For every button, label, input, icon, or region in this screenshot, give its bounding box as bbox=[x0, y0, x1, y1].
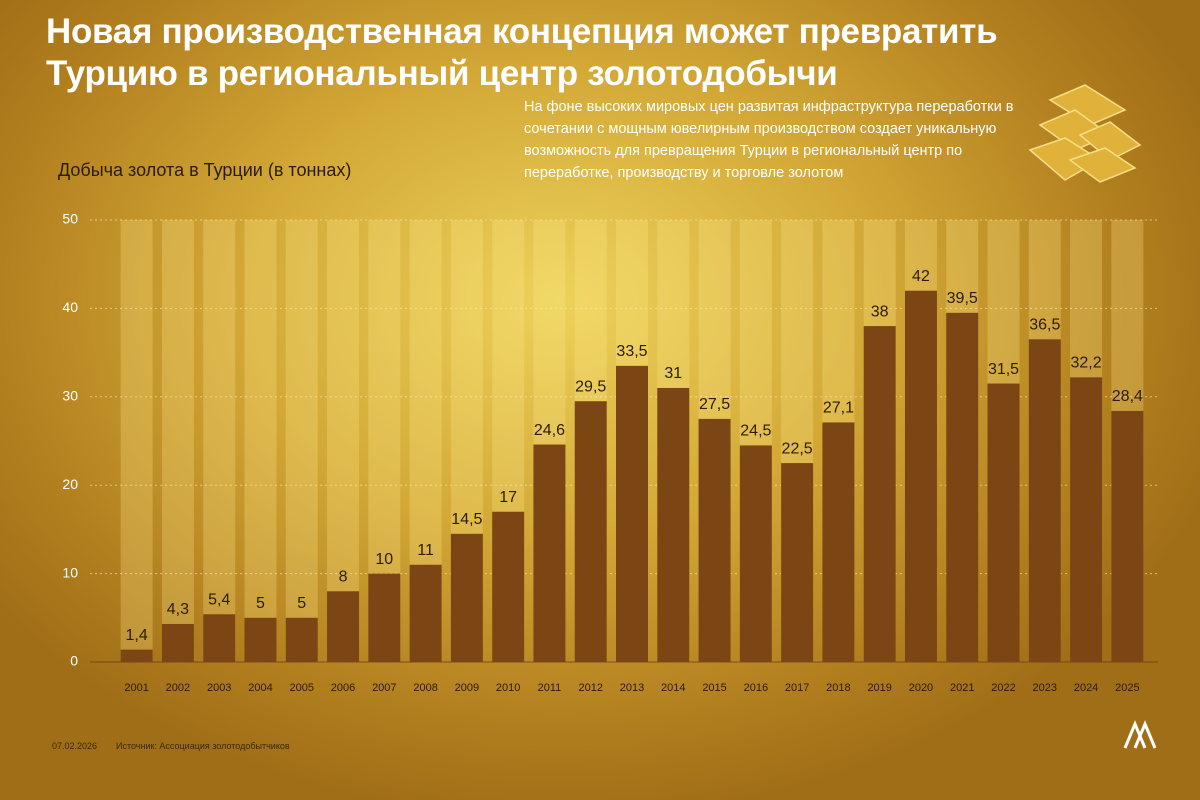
value-label: 31 bbox=[664, 365, 682, 382]
value-label: 33,5 bbox=[616, 343, 647, 360]
column-stripe bbox=[244, 220, 277, 662]
value-label: 28,4 bbox=[1112, 388, 1143, 405]
bar bbox=[904, 290, 937, 662]
x-tick-label: 2005 bbox=[290, 682, 314, 694]
bar bbox=[739, 445, 772, 662]
column-stripe bbox=[327, 220, 360, 662]
bar bbox=[698, 418, 731, 662]
bar bbox=[657, 387, 690, 662]
bar bbox=[533, 444, 566, 662]
value-label: 22,5 bbox=[782, 440, 813, 457]
bar bbox=[120, 649, 153, 662]
x-tick-label: 2001 bbox=[124, 682, 148, 694]
x-tick-label: 2024 bbox=[1074, 682, 1098, 694]
bar bbox=[327, 591, 360, 662]
y-tick-label: 0 bbox=[70, 653, 78, 669]
bar bbox=[987, 383, 1020, 662]
subtitle: На фоне высоких мировых цен развитая инф… bbox=[524, 99, 1014, 181]
x-tick-label: 2012 bbox=[578, 682, 602, 694]
column-stripe bbox=[285, 220, 318, 662]
value-label: 24,5 bbox=[740, 423, 771, 440]
bar bbox=[161, 623, 194, 662]
x-tick-label: 2009 bbox=[455, 682, 479, 694]
axis-label: Добыча золота в Турции (в тоннах) bbox=[58, 160, 352, 180]
y-tick-label: 10 bbox=[62, 564, 78, 580]
value-label: 38 bbox=[871, 303, 889, 320]
value-label: 29,5 bbox=[575, 378, 606, 395]
x-tick-label: 2008 bbox=[413, 682, 437, 694]
date: 07.02.2026 bbox=[52, 741, 98, 751]
bar bbox=[492, 511, 525, 662]
logo bbox=[1123, 720, 1157, 749]
gold-icon bbox=[1028, 84, 1142, 183]
value-label: 31,5 bbox=[988, 361, 1019, 378]
column-stripe bbox=[120, 220, 153, 662]
x-tick-label: 2022 bbox=[991, 682, 1015, 694]
y-tick-label: 30 bbox=[62, 388, 78, 404]
x-tick-label: 2002 bbox=[166, 682, 190, 694]
value-label: 27,5 bbox=[699, 396, 730, 413]
y-tick-label: 20 bbox=[62, 476, 78, 492]
x-tick-label: 2014 bbox=[661, 682, 685, 694]
value-label: 8 bbox=[339, 568, 348, 585]
value-label: 10 bbox=[375, 551, 393, 568]
x-tick-label: 2010 bbox=[496, 682, 520, 694]
x-tick-label: 2021 bbox=[950, 682, 974, 694]
x-tick-label: 2004 bbox=[248, 682, 272, 694]
x-tick-label: 2003 bbox=[207, 682, 231, 694]
bar bbox=[574, 401, 607, 662]
value-label: 17 bbox=[499, 489, 517, 506]
title: Турцию в региональный центр золотодобычи bbox=[46, 54, 838, 93]
x-tick-label: 2016 bbox=[744, 682, 768, 694]
x-tick-label: 2015 bbox=[702, 682, 726, 694]
value-label: 5 bbox=[297, 595, 306, 612]
x-tick-label: 2023 bbox=[1033, 682, 1057, 694]
title: Новая производственная концепция может п… bbox=[46, 12, 998, 51]
bar bbox=[1070, 377, 1103, 662]
x-tick-label: 2006 bbox=[331, 682, 355, 694]
bar bbox=[616, 365, 648, 662]
x-tick-label: 2007 bbox=[372, 682, 396, 694]
bar bbox=[1111, 410, 1144, 662]
bar bbox=[863, 326, 896, 662]
x-tick-label: 2025 bbox=[1115, 682, 1139, 694]
bar bbox=[244, 617, 277, 662]
bar bbox=[450, 533, 483, 662]
bar bbox=[368, 573, 401, 662]
source: Источник: Ассоциация золотодобытчиков bbox=[116, 741, 290, 751]
bar bbox=[1028, 339, 1061, 662]
value-label: 14,5 bbox=[451, 511, 482, 528]
value-label: 11 bbox=[417, 542, 434, 559]
bar bbox=[781, 463, 814, 662]
bar bbox=[822, 422, 855, 662]
column-stripe bbox=[161, 220, 194, 662]
bar bbox=[409, 564, 442, 662]
value-label: 5,4 bbox=[208, 591, 230, 608]
value-label: 32,2 bbox=[1071, 355, 1102, 372]
value-label: 5 bbox=[256, 595, 265, 612]
bar bbox=[203, 614, 236, 662]
value-label: 42 bbox=[912, 268, 930, 285]
value-label: 39,5 bbox=[947, 290, 978, 307]
x-tick-label: 2018 bbox=[826, 682, 850, 694]
bar bbox=[946, 312, 979, 662]
y-tick-label: 50 bbox=[62, 211, 78, 227]
value-label: 4,3 bbox=[167, 601, 189, 618]
value-label: 36,5 bbox=[1029, 317, 1060, 334]
value-label: 1,4 bbox=[126, 627, 148, 644]
bar bbox=[285, 617, 318, 662]
x-tick-label: 2011 bbox=[538, 682, 562, 694]
x-tick-label: 2020 bbox=[909, 682, 933, 694]
x-tick-label: 2013 bbox=[620, 682, 644, 694]
y-tick-label: 40 bbox=[62, 299, 78, 315]
column-stripe bbox=[203, 220, 236, 662]
x-tick-label: 2019 bbox=[867, 682, 891, 694]
x-tick-label: 2017 bbox=[785, 682, 809, 694]
value-label: 24,6 bbox=[534, 422, 565, 439]
value-label: 27,1 bbox=[823, 400, 854, 417]
